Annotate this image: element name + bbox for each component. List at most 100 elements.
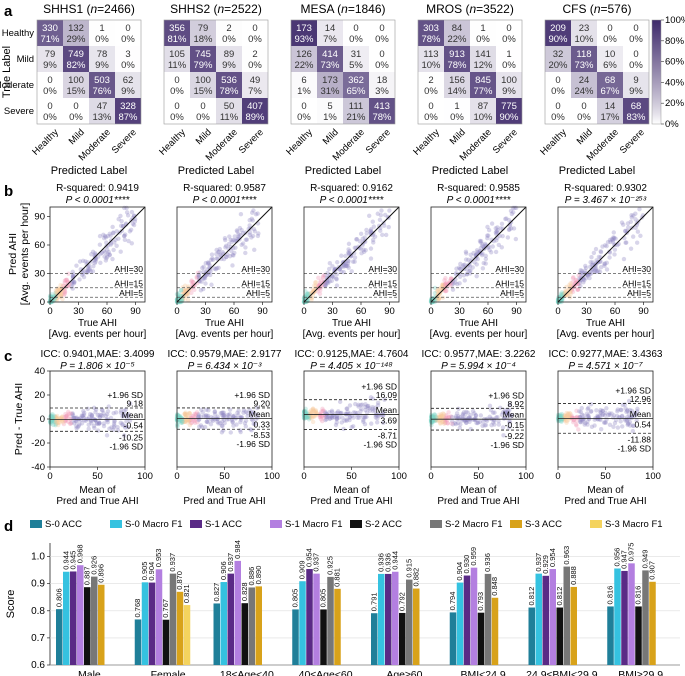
ba-point [483, 422, 489, 428]
confusion-cell-percent: 71% [40, 34, 60, 45]
bar [141, 582, 149, 665]
scatter-point [70, 281, 75, 287]
scatter-point [122, 233, 127, 239]
scatter-point [313, 280, 318, 285]
ba-point [490, 410, 496, 415]
ba-point [197, 416, 202, 422]
scatter-point [337, 267, 343, 272]
confusion-cell-percent: 0% [196, 112, 210, 123]
confusion-cell [115, 20, 141, 46]
regression-ytick-label: 60 [34, 240, 45, 251]
confusion-cell-count: 745 [195, 49, 211, 60]
scatter-point [578, 277, 583, 283]
scatter-point [54, 298, 59, 303]
scatter-point [104, 255, 109, 261]
ba-point [105, 412, 110, 417]
scatter-point [103, 235, 109, 240]
confusion-xtick: Severe [491, 127, 520, 156]
legend-swatch [350, 520, 362, 528]
bar-group-label: Age≥60 [386, 669, 422, 676]
ba-point [307, 409, 313, 414]
regression-xtick-label: 60 [483, 306, 494, 317]
scatter-point [597, 269, 603, 275]
ba-point [221, 410, 226, 415]
scatter-point [344, 261, 349, 267]
confusion-cell-count: 18 [377, 75, 388, 86]
ba-point [80, 413, 85, 419]
scatter-point [483, 241, 488, 247]
ba-point [356, 404, 361, 409]
bar-value-label: 0.887 [83, 566, 92, 585]
ba-point [351, 424, 356, 429]
ba-xtick-label: 50 [219, 471, 230, 482]
confusion-xtick: Healthy [157, 127, 188, 158]
scatter-point [198, 288, 204, 293]
ba-point [184, 412, 190, 417]
confusion-cell [216, 20, 242, 46]
scatter-point [358, 231, 364, 237]
scatter-point [122, 237, 128, 243]
scatter-point [583, 263, 588, 269]
scatter-point [343, 263, 349, 269]
confusion-cell-percent: 0% [297, 112, 311, 123]
ba-xlabel-2: Pred and True AHI [56, 496, 138, 507]
scatter-point [60, 296, 65, 302]
ba-point [245, 414, 250, 419]
ba-point [630, 428, 636, 434]
confusion-cell-count: 0 [428, 101, 433, 112]
scatter-point [64, 277, 69, 283]
scatter-point [320, 274, 326, 279]
bar [635, 606, 642, 665]
ba-point [444, 416, 449, 421]
ba-point [318, 414, 323, 420]
scatter-point [356, 244, 361, 249]
regression-r2: R-squared: 0.9585 [437, 183, 520, 194]
scatter-point [509, 211, 515, 217]
ba-point [445, 421, 451, 426]
ba-point [86, 426, 91, 432]
ba-value-lower: -11.88 [628, 434, 652, 444]
scatter-point [474, 262, 479, 267]
scatter-point [226, 241, 232, 247]
bar-value-label: 0.937 [168, 553, 177, 572]
regression-r2: R-squared: 0.9419 [56, 183, 139, 194]
ba-point [327, 410, 332, 415]
bar-value-label: 0.949 [641, 550, 650, 569]
scatter-point [195, 270, 201, 276]
ba-point [468, 412, 473, 418]
ba-point [50, 417, 55, 422]
ba-point [319, 409, 324, 414]
confusion-cell-count: 362 [348, 75, 364, 86]
ba-value-mean: -0.15 [505, 420, 525, 430]
ba-point [358, 412, 363, 418]
bar-value-label: 0.816 [606, 586, 615, 605]
confusion-cell-percent: 12% [473, 60, 493, 71]
scatter-point [250, 210, 255, 215]
confusion-cell-percent: 65% [346, 86, 366, 97]
ba-point [496, 422, 502, 427]
ba-point [585, 406, 590, 412]
scatter-point [243, 245, 248, 250]
ba-point [204, 419, 210, 425]
regression-ytick-label: 0 [40, 297, 45, 308]
scatter-point [203, 260, 209, 266]
ba-point [324, 411, 329, 417]
confusion-cell-percent: 77% [473, 86, 493, 97]
ba-point [306, 414, 312, 419]
bar [227, 573, 234, 665]
ba-point [370, 408, 376, 414]
scatter-point [600, 244, 605, 249]
ba-point [501, 433, 506, 438]
bar-value-label: 0.930 [462, 555, 471, 574]
ba-label-lower: -1.96 SD [109, 441, 143, 451]
ba-point [579, 412, 585, 418]
ba-point [624, 418, 630, 424]
ba-point [504, 411, 510, 416]
ba-point [320, 406, 325, 411]
ba-xlabel-2: Pred and True AHI [310, 496, 392, 507]
scatter-point [181, 288, 186, 294]
scatter-point [489, 221, 495, 226]
confusion-cell-count: 1 [506, 49, 511, 60]
ba-point [324, 414, 329, 419]
ba-point [125, 425, 131, 430]
